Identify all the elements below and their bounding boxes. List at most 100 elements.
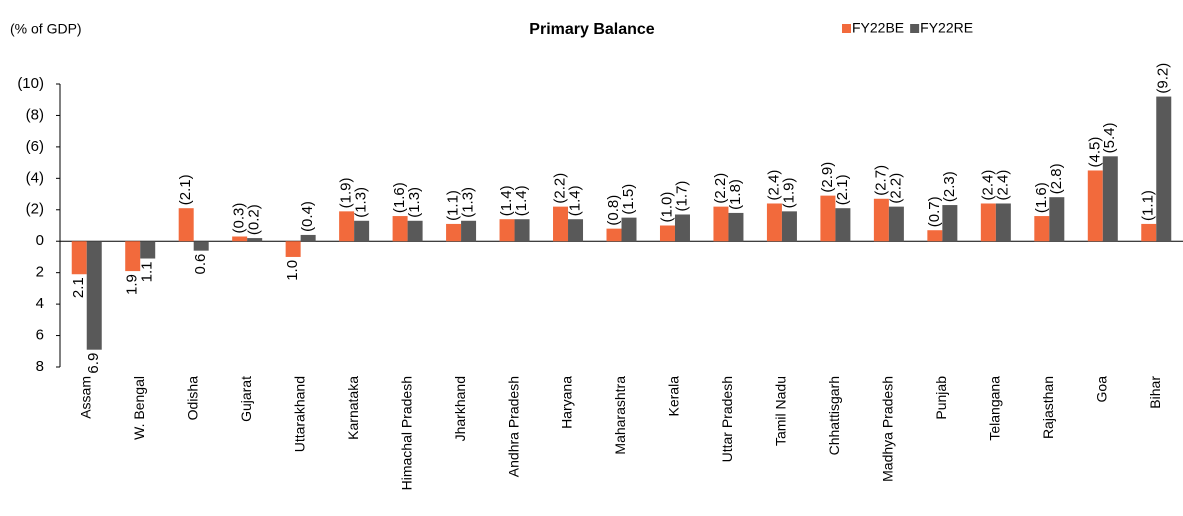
bar [606, 228, 622, 242]
y-tick-label: 6 [36, 327, 44, 344]
legend-swatch [910, 24, 920, 33]
x-tick-label: Bihar [1147, 376, 1163, 409]
data-label: (5.4) [1101, 122, 1118, 153]
data-label: 2.1 [70, 277, 87, 298]
y-axis-label: (% of GDP) [10, 21, 82, 37]
bar [125, 241, 141, 272]
bar [339, 211, 355, 242]
data-label: (1.4) [498, 185, 515, 216]
legend-swatch [842, 24, 851, 33]
data-label: (2.2) [887, 173, 904, 204]
x-tick-label: Uttar Pradesh [719, 376, 735, 462]
bar [354, 220, 370, 242]
x-tick-label: Jharkhand [452, 376, 468, 441]
legend-label: FY22BE [852, 20, 904, 36]
y-tick-label: (6) [26, 138, 44, 155]
data-label: (1.4) [566, 185, 583, 216]
bar [674, 214, 690, 242]
bar [1102, 156, 1118, 242]
bar [178, 208, 194, 242]
bar [446, 223, 462, 242]
data-label: (1.6) [391, 182, 408, 213]
bar [553, 206, 569, 242]
data-label: 6.9 [85, 353, 102, 374]
bar [300, 234, 316, 242]
data-label: (1.6) [1033, 182, 1050, 213]
bar [713, 206, 729, 242]
data-label: (1.5) [620, 184, 637, 215]
data-label: (2.2) [551, 173, 568, 204]
bar [232, 236, 248, 242]
bar [193, 241, 209, 251]
bar [980, 203, 996, 242]
data-label: (1.3) [406, 187, 423, 218]
bar [86, 241, 102, 350]
data-label: 1.1 [139, 262, 156, 283]
bar [1034, 216, 1050, 242]
data-label: (2.7) [872, 165, 889, 196]
bar [285, 241, 301, 257]
y-tick-label: (10) [17, 75, 44, 92]
legend-label: FY22RE [920, 20, 973, 36]
x-tick-label: Karnataka [345, 376, 361, 440]
x-tick-label: Himachal Pradesh [398, 376, 414, 490]
x-tick-label: Kerala [666, 376, 682, 417]
data-label: (2.4) [994, 170, 1011, 201]
bar [621, 217, 637, 242]
bar [1049, 197, 1065, 242]
data-label: (9.2) [1155, 63, 1172, 94]
data-label: (0.2) [246, 204, 263, 235]
data-label: (1.3) [460, 187, 477, 218]
y-tick-label: (8) [26, 106, 44, 123]
y-tick-label: 4 [36, 295, 44, 312]
bar [995, 203, 1011, 242]
x-tick-label: Punjab [933, 376, 949, 420]
x-tick-label: Haryana [559, 376, 575, 429]
x-tick-label: Odisha [184, 376, 200, 421]
x-tick-label: W. Bengal [131, 376, 147, 440]
x-tick-label: Andhra Pradesh [505, 376, 521, 477]
data-label: (1.8) [727, 179, 744, 210]
bar [568, 219, 584, 242]
bar [1156, 96, 1172, 242]
y-tick-label: 8 [36, 358, 44, 375]
x-tick-label: Tamil Nadu [773, 376, 789, 446]
bar [781, 211, 797, 242]
y-tick-label: (2) [26, 201, 44, 218]
x-tick-label: Madhya Pradesh [880, 376, 896, 482]
bar [407, 220, 423, 242]
data-label: 1.9 [124, 274, 141, 295]
bar [1087, 170, 1103, 242]
bar [140, 241, 156, 259]
data-label: (0.7) [926, 196, 943, 227]
data-label: (4.5) [1086, 137, 1103, 168]
bar [1141, 223, 1157, 242]
data-label: (1.7) [673, 181, 690, 212]
data-label: (2.8) [1048, 163, 1065, 194]
data-label: (2.4) [765, 170, 782, 201]
data-label: (0.4) [299, 201, 316, 232]
data-label: (1.4) [513, 185, 530, 216]
x-tick-label: Goa [1093, 376, 1109, 403]
data-label: (1.1) [1140, 190, 1157, 221]
x-tick-label: Assam [77, 376, 93, 419]
x-tick-label: Telangana [987, 376, 1003, 441]
bar [71, 241, 87, 275]
bar [392, 216, 408, 242]
x-tick-label: Maharashtra [612, 376, 628, 455]
data-label: (0.8) [605, 195, 622, 226]
data-label: (2.2) [712, 173, 729, 204]
bar [835, 208, 851, 242]
bar [461, 220, 477, 242]
data-label: (1.9) [338, 178, 355, 209]
bar [728, 212, 744, 242]
data-label: (2.4) [979, 170, 996, 201]
y-tick-label: (4) [26, 169, 44, 186]
data-label: 1.0 [284, 260, 301, 281]
x-tick-label: Uttarakhand [291, 376, 307, 452]
bar [927, 230, 943, 242]
data-label: (0.3) [231, 203, 248, 234]
y-tick-label: 0 [36, 232, 44, 249]
bar [873, 198, 889, 242]
